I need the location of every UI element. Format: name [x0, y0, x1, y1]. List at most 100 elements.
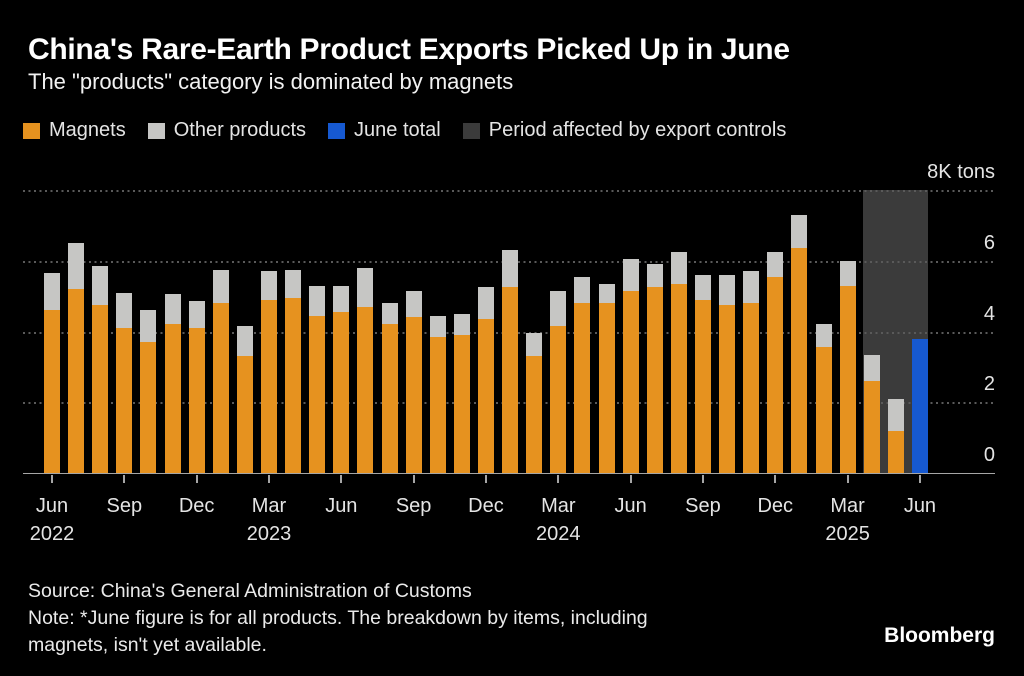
- footnote-line-2: magnets, isn't yet available.: [28, 634, 267, 656]
- plot-area: 0 2 4 6 8K tons Jun 2022 Sep Dec Mar 2023 Jun Sep Dec…: [23, 161, 995, 545]
- bar-segment-other-products: [670, 251, 687, 284]
- bar-segment-other-products: [429, 315, 446, 337]
- bar-segment-other-products: [453, 313, 470, 336]
- legend-swatch-june-total: [328, 122, 346, 139]
- bar-segment-other-products: [598, 283, 615, 304]
- bar-segment-magnets: [116, 327, 133, 473]
- x-year-label-2024: 2024: [536, 523, 581, 545]
- legend-item-magnets: Magnets: [23, 119, 126, 142]
- x-year-label-2023: 2023: [246, 523, 292, 545]
- footer: Source: China's General Administration o…: [28, 578, 648, 659]
- bar-jan-2024: [502, 190, 519, 473]
- bar-segment-other-products: [164, 294, 181, 325]
- bar-sep-2023: Sep: [396, 190, 431, 517]
- bar-segment-other-products: [646, 264, 663, 288]
- bar-jul-2022: [68, 190, 85, 473]
- bar-oct-2023: [429, 190, 446, 473]
- bar-segment-other-products: [92, 266, 109, 305]
- bar-segment-other-products: [694, 274, 711, 300]
- bar-segment-magnets: [68, 289, 85, 473]
- bar-oct-2024: [719, 190, 736, 473]
- bar-feb-2025: [815, 190, 832, 473]
- x-year-label-2025: 2025: [825, 523, 870, 545]
- x-tick-sep-2023: [412, 475, 415, 483]
- x-tick-jun-2023: [340, 475, 343, 483]
- bar-segment-other-products: [44, 273, 60, 311]
- bar-segment-magnets: [381, 324, 398, 473]
- bar-mar-2023: Mar 2023: [247, 190, 291, 545]
- legend-item-period-affected-by-export-controls: Period affected by export controls: [462, 119, 787, 142]
- bar-segment-magnets: [92, 304, 109, 473]
- bar-segment-other-products: [574, 276, 591, 304]
- bar-mar-2025: Mar 2025: [825, 190, 870, 545]
- bar-segment-other-products: [550, 290, 567, 327]
- x-tick-mar-2024: [557, 475, 560, 483]
- bar-segment-other-products: [526, 333, 543, 357]
- x-tick-sep-2022: [123, 475, 126, 483]
- x-tick-jun-2025: [918, 475, 921, 483]
- bar-dec-2023: Dec: [468, 190, 504, 517]
- x-label-jun-2022: Jun: [35, 495, 69, 517]
- bar-segment-magnets: [44, 310, 60, 473]
- bar-segment-other-products: [767, 251, 784, 277]
- bar-segment-other-products: [863, 354, 880, 382]
- bar-segment-magnets: [333, 312, 350, 473]
- x-tick-jun-2024: [629, 475, 632, 483]
- bar-jun-2025: Jun: [904, 190, 936, 517]
- bar-dec-2022: Dec: [179, 190, 214, 517]
- bar-segment-other-products: [839, 260, 856, 286]
- bar-segment-magnets: [550, 326, 567, 473]
- bar-feb-2024: [526, 190, 543, 473]
- bar-dec-2024: Dec: [757, 190, 793, 517]
- bar-segment-other-products: [116, 292, 133, 328]
- x-tick-dec-2023: [484, 475, 487, 483]
- bar-segment-magnets: [285, 297, 302, 473]
- bar-segment-magnets: [212, 303, 229, 473]
- x-tick-dec-2024: [774, 475, 777, 483]
- bar-aug-2023: [381, 190, 398, 473]
- bars-row: Jun 2022 Sep Dec Mar 2023 Jun Sep Dec Mar 2024 Jun S…: [30, 190, 936, 545]
- bar-segment-magnets: [260, 299, 277, 473]
- bar-may-2023: [309, 190, 326, 473]
- bar-jun-2024: Jun: [615, 190, 647, 517]
- bar-segment-magnets: [140, 342, 157, 473]
- bar-segment-magnets: [767, 276, 784, 473]
- bar-segment-magnets: [236, 356, 253, 473]
- x-label-jun-2025: Jun: [903, 495, 937, 517]
- bar-segment-other-products: [381, 303, 398, 325]
- y-axis-label-2: 2: [983, 373, 995, 396]
- bar-jul-2023: [357, 190, 374, 473]
- bar-segment-magnets: [309, 315, 326, 473]
- x-label-sep-2022: Sep: [106, 495, 143, 517]
- bar-segment-other-products: [502, 250, 519, 288]
- bar-aug-2024: [670, 190, 687, 473]
- bar-segment-other-products: [68, 243, 85, 290]
- x-label-mar-2023: Mar: [251, 495, 287, 517]
- bar-segment-other-products: [405, 290, 422, 318]
- bar-segment-other-products: [815, 324, 832, 348]
- bar-sep-2022: Sep: [107, 190, 142, 517]
- bar-segment-magnets: [429, 336, 446, 473]
- x-label-sep-2023: Sep: [395, 495, 432, 517]
- legend-label-period-affected-by-export-controls: Period affected by export controls: [488, 119, 787, 141]
- legend-label-june-total: June total: [354, 119, 441, 141]
- bar-segment-magnets: [502, 287, 519, 473]
- bar-segment-other-products: [188, 301, 205, 328]
- x-label-jun-2024: Jun: [614, 495, 647, 517]
- bar-segment-magnets: [887, 430, 904, 473]
- bar-segment-other-products: [140, 310, 157, 343]
- bar-segment-magnets: [357, 306, 374, 473]
- bar-segment-other-products: [357, 267, 374, 307]
- bar-jun-2023: Jun: [325, 190, 357, 517]
- bar-segment-other-products: [887, 398, 904, 431]
- bar-nov-2022: [164, 190, 181, 473]
- bar-segment-magnets: [719, 304, 736, 473]
- chart-legend: Magnets Other products June total Period af…: [23, 119, 786, 142]
- x-tick-mar-2023: [267, 475, 270, 483]
- legend-label-other-products: Other products: [173, 119, 307, 141]
- legend-item-june-total: June total: [328, 119, 441, 142]
- y-axis-label-6: 6: [983, 231, 995, 254]
- bar-jul-2024: [646, 190, 663, 473]
- bar-segment-other-products: [719, 274, 736, 305]
